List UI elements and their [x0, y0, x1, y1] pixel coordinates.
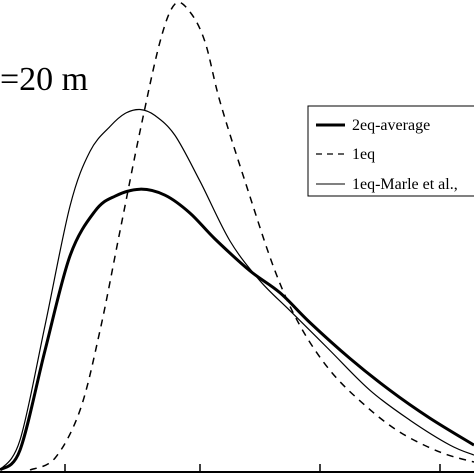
legend: 2eq-average 1eq 1eq-Marle et al.,: [307, 105, 474, 197]
series-line-0: [0, 187, 474, 472]
legend-label-1eq: 1eq: [352, 146, 375, 163]
legend-box: [307, 105, 474, 197]
legend-label-1eq-marle: 1eq-Marle et al.,: [352, 176, 458, 193]
x-ticks: [64, 464, 441, 472]
series-line-1: [29, 1, 474, 471]
series-line-2: [0, 108, 474, 471]
legend-label-2eq-average: 2eq-average: [352, 117, 430, 134]
chart-annotation: =20 m: [0, 61, 88, 98]
